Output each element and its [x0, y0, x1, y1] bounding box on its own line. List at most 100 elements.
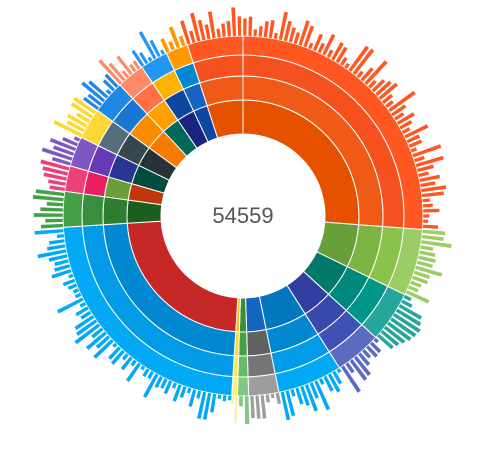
- segment-0-leaf-31: [381, 93, 394, 105]
- segment-15-leaf-4: [148, 39, 162, 58]
- segment-11-leaf-4: [61, 136, 79, 147]
- segment-4-leaf-3: [322, 375, 335, 393]
- segment-8-leaf-38: [72, 287, 80, 294]
- segment-0-leaf-40: [405, 133, 421, 144]
- segment-0-leaf-57: [422, 224, 439, 230]
- segment-16-leaf-1: [167, 40, 176, 52]
- segment-0-leaf-3: [258, 25, 264, 38]
- segment-4-leaf-5: [313, 379, 331, 411]
- segment-0-leaf-21: [343, 62, 351, 70]
- segment-0-leaf-39: [403, 123, 429, 139]
- segment-8-leaf-11: [171, 381, 178, 390]
- segment-8-leaf-22: [121, 352, 130, 361]
- segment-8-leaf-24: [107, 345, 122, 361]
- segment-6-leaf-1: [238, 395, 244, 407]
- segment-8-leaf-46: [36, 248, 67, 259]
- segment-8-leaf-37: [74, 292, 82, 299]
- segment-8-leaf-4: [202, 392, 212, 421]
- segment-11-leaf-1: [41, 146, 74, 162]
- segment-17-leaf-1: [188, 29, 196, 44]
- segment-16-leaf-2: [168, 25, 181, 49]
- segment-17-leaf-5: [207, 10, 217, 39]
- segment-17-leaf-3: [197, 19, 206, 41]
- segment-0-leaf-43: [411, 143, 442, 158]
- segment-9-level-2[interactable]: [81, 193, 105, 227]
- segment-8-leaf-42: [50, 268, 73, 280]
- segment-8-leaf-30: [73, 322, 101, 345]
- segment-0-leaf-2: [253, 28, 258, 37]
- segment-1-leaf-0: [421, 229, 446, 236]
- segment-0-leaf-1: [247, 16, 253, 37]
- segment-0-leaf-34: [390, 103, 407, 117]
- segment-4-leaf-2: [327, 372, 342, 394]
- segment-8-leaf-19: [125, 362, 142, 383]
- segment-4-leaf-10: [289, 388, 296, 398]
- segment-6-level-2[interactable]: [237, 355, 249, 378]
- segment-17-leaf-6: [215, 28, 222, 39]
- segment-8-leaf-15: [142, 373, 159, 399]
- segment-2-leaf-1: [400, 299, 414, 309]
- segment-8-leaf-17: [141, 367, 151, 378]
- segment-11-leaf-2: [52, 144, 75, 157]
- segment-1-leaf-6: [416, 260, 434, 269]
- segment-0-leaf-35: [393, 111, 405, 122]
- segment-0-leaf-16: [321, 33, 336, 57]
- segment-5-level-3[interactable]: [247, 373, 280, 397]
- segment-8-leaf-27: [95, 334, 111, 350]
- segment-8-leaf-25: [111, 342, 118, 349]
- segment-1-leaf-8: [413, 270, 431, 280]
- segment-9-leaf-4: [46, 201, 64, 207]
- segment-13-leaf-2: [80, 81, 106, 103]
- segment-0-leaf-6: [273, 32, 279, 40]
- segment-3-leaf-5: [353, 355, 372, 377]
- segment-6-level-3[interactable]: [236, 376, 250, 397]
- segment-14-leaf-5: [132, 59, 141, 71]
- segment-0-leaf-23: [352, 47, 375, 76]
- segment-2-leaf-2: [397, 303, 423, 321]
- segment-8-leaf-18: [139, 365, 146, 371]
- segment-5-leaf-5: [249, 395, 256, 419]
- segment-1-leaf-12: [405, 289, 430, 305]
- segment-0-leaf-22: [347, 45, 370, 73]
- segment-0-leaf-26: [363, 59, 389, 86]
- segment-0-leaf-48: [418, 174, 441, 183]
- segment-8-leaf-48: [48, 238, 66, 246]
- segment-8-leaf-13: [159, 377, 169, 390]
- segment-0-leaf-19: [335, 46, 349, 64]
- segment-3-leaf-7: [344, 361, 356, 374]
- segment-5-leaf-0: [275, 392, 282, 405]
- segment-14-leaf-1: [108, 62, 127, 82]
- segment-0-leaf-25: [359, 66, 375, 83]
- segment-3-leaf-6: [349, 358, 368, 382]
- segment-6-level-1[interactable]: [238, 331, 248, 357]
- segment-8-leaf-36: [56, 296, 85, 315]
- segment-8-leaf-47: [46, 243, 67, 252]
- segment-1-leaf-7: [414, 265, 443, 278]
- segment-8-leaf-0: [227, 395, 232, 401]
- segment-4-leaf-7: [304, 383, 319, 413]
- segment-9-level-3[interactable]: [62, 190, 85, 228]
- segment-8-leaf-9: [179, 385, 187, 399]
- segment-12-leaf-3: [75, 112, 91, 124]
- segment-3-leaf-2: [365, 344, 379, 359]
- segment-8-leaf-6: [195, 390, 202, 400]
- segment-15-leaf-1: [138, 51, 149, 65]
- segment-5-level-1[interactable]: [246, 329, 272, 357]
- segment-8-leaf-43: [53, 263, 71, 273]
- segment-8-leaf-3: [209, 393, 217, 414]
- segment-1-leaf-1: [421, 234, 445, 242]
- segment-12-leaf-1: [65, 119, 86, 133]
- segment-4-leaf-8: [299, 385, 311, 407]
- segment-9-level-1[interactable]: [102, 196, 129, 226]
- segment-9-leaf-2: [33, 212, 64, 218]
- segment-0-leaf-9: [288, 26, 297, 44]
- segment-17-leaf-0: [179, 19, 192, 46]
- segment-1-leaf-5: [417, 255, 437, 264]
- segment-5-level-2[interactable]: [246, 352, 276, 378]
- segment-2-leaf-6: [386, 321, 412, 342]
- segment-8-leaf-49: [56, 233, 65, 239]
- segment-14-leaf-2: [121, 69, 130, 79]
- segment-2-leaf-5: [389, 316, 417, 338]
- segment-4-leaf-0: [336, 367, 342, 374]
- segment-8-leaf-14: [154, 375, 164, 389]
